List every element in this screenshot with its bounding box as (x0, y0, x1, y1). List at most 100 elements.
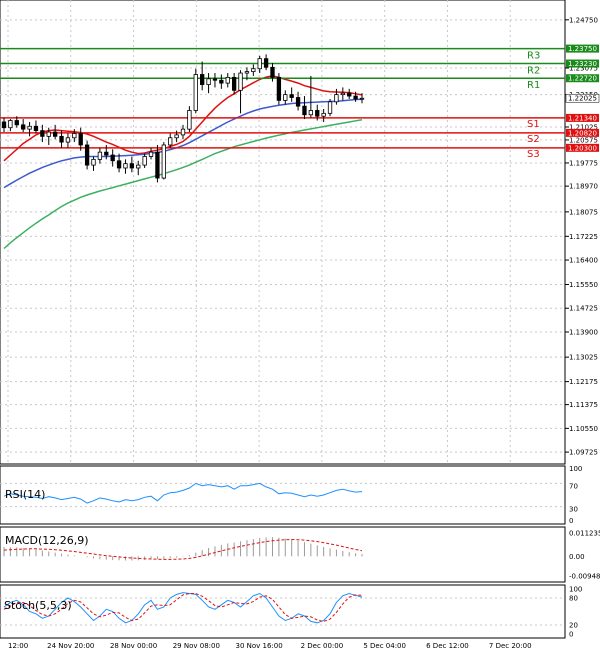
candle-body (46, 131, 51, 137)
candle-body (257, 58, 262, 70)
price-tick-label: 1.13025 (569, 354, 598, 362)
candle-body (123, 163, 128, 169)
moving-average-line (3, 98, 363, 189)
candle-body (136, 164, 141, 169)
time-tick-label: 5 Dec 04:00 (363, 642, 406, 650)
price-tick-label: 1.16400 (569, 257, 598, 265)
candle-body (212, 78, 218, 81)
macd-histogram (3, 537, 363, 561)
rsi-line (3, 482, 363, 504)
support-resistance-levels: R3 R2 R1 S1 S2 S3 (0, 47, 565, 160)
candle-body (14, 120, 19, 126)
rsi-tick-label: 0 (569, 517, 573, 525)
price-panel-frame (0, 0, 566, 465)
current-price-tag (565, 93, 600, 103)
candlesticks (1, 54, 365, 183)
candle-body (340, 92, 345, 96)
level-price-tag (566, 44, 599, 53)
macd-label: MACD(12,26,9) (5, 534, 89, 547)
level-label: R2 (527, 66, 540, 77)
candle-body (129, 163, 135, 169)
candle-body (174, 134, 179, 139)
price-tick-label: 1.18075 (569, 208, 598, 216)
candle-body (347, 92, 352, 97)
time-tick-label: 6 Dec 12:00 (426, 642, 469, 650)
candle-body (84, 144, 90, 166)
candle-body (315, 110, 320, 117)
price-tick-label: 1.13900 (569, 328, 598, 336)
candle-body (33, 125, 39, 131)
candle-body (27, 125, 32, 130)
price-tick-label: 1.10550 (569, 425, 598, 433)
candle-body (180, 128, 186, 136)
time-tick-label: 24 Nov 20:00 (47, 642, 94, 650)
candle-body (302, 105, 307, 116)
price-tick-label: 1.17225 (569, 233, 598, 241)
level-price-tag (566, 128, 599, 137)
rsi-grid (0, 482, 565, 508)
macd-panel: MACD(12,26,9) 0.011235 0.00 -0.009486 (0, 526, 600, 583)
candle-body (59, 135, 64, 143)
time-tick-label: 12:00 (8, 642, 28, 650)
level-label: R1 (527, 80, 540, 91)
stoch-tick-label: 80 (569, 595, 578, 603)
rsi-tick-label: 70 (569, 482, 578, 490)
candle-body (72, 133, 77, 139)
moving-averages (3, 75, 363, 250)
candle-body (276, 76, 282, 101)
candle-body (155, 151, 160, 179)
candle-body (231, 76, 237, 91)
candle-body (308, 110, 314, 116)
candle-body (327, 101, 333, 114)
stoch-label: Stoch(5,5,3) (4, 599, 72, 612)
level-label: S3 (527, 149, 540, 160)
candle-body (263, 58, 269, 68)
candle-body (21, 124, 26, 130)
candle-body (65, 137, 71, 143)
macd-tick-label: 0.00 (569, 553, 585, 561)
level-price-tag-text: 1.21340 (568, 114, 597, 122)
candle-body (238, 72, 243, 91)
macd-tick-label: 0.011235 (569, 530, 600, 538)
level-price-tag-text: 1.20300 (568, 144, 597, 152)
price-tick-label: 1.11375 (569, 401, 598, 409)
macd-axis: 0.011235 0.00 -0.009486 (569, 530, 600, 581)
level-price-tag (566, 143, 599, 152)
stoch-d-line (3, 593, 363, 622)
rsi-axis: 100 70 30 0 (569, 465, 582, 525)
candle-body (244, 71, 250, 74)
rsi-tick-label: 30 (569, 506, 578, 514)
level-price-tag (566, 113, 599, 122)
level-price-tag-text: 1.20820 (568, 129, 597, 137)
level-label: S1 (527, 119, 540, 130)
time-tick-label: 30 Nov 16:00 (236, 642, 283, 650)
level-price-tag-text: 1.22720 (568, 75, 597, 83)
level-price-tag (566, 74, 599, 83)
candle-body (289, 94, 294, 98)
candle-body (110, 154, 115, 162)
time-axis: 12:00 24 Nov 20:00 28 Nov 00:00 29 Nov 08:0… (8, 642, 532, 650)
rsi-label: RSI(14) (5, 488, 45, 501)
price-tick-label: 1.23075 (569, 65, 598, 73)
moving-average-line (3, 75, 363, 162)
candle-body (40, 130, 45, 137)
macd-tick-label: -0.009486 (569, 573, 600, 581)
price-tick-label: 1.18970 (569, 183, 598, 191)
candle-body (97, 151, 103, 160)
candle-body (359, 97, 365, 100)
candle-body (206, 78, 211, 85)
candle-body (251, 68, 256, 73)
current-price-tag-text: 1.22025 (568, 95, 597, 103)
candle-body (168, 137, 173, 146)
time-tick-label: 28 Nov 00:00 (110, 642, 157, 650)
rsi-tick-label: 100 (569, 465, 582, 473)
level-price-tags: 1.23750 1.23230 1.22720 1.21340 1.20820 1.203… (565, 44, 600, 152)
candle-body (91, 158, 96, 166)
candle-body (200, 74, 205, 85)
level-price-tag-text: 1.23750 (568, 45, 597, 53)
candle-body (321, 112, 326, 117)
